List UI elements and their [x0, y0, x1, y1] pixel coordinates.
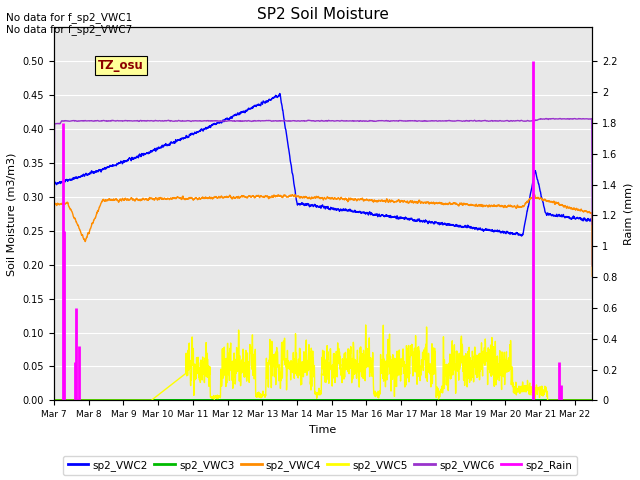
X-axis label: Time: Time — [309, 425, 337, 435]
Text: No data for f_sp2_VWC7: No data for f_sp2_VWC7 — [6, 24, 132, 35]
Title: SP2 Soil Moisture: SP2 Soil Moisture — [257, 7, 389, 22]
Y-axis label: Raim (mm): Raim (mm) — [623, 183, 633, 245]
Legend: sp2_VWC2, sp2_VWC3, sp2_VWC4, sp2_VWC5, sp2_VWC6, sp2_Rain: sp2_VWC2, sp2_VWC3, sp2_VWC4, sp2_VWC5, … — [63, 456, 577, 475]
Text: TZ_osu: TZ_osu — [99, 59, 144, 72]
Text: No data for f_sp2_VWC1: No data for f_sp2_VWC1 — [6, 12, 132, 23]
Y-axis label: Soil Moisture (m3/m3): Soil Moisture (m3/m3) — [7, 152, 17, 276]
